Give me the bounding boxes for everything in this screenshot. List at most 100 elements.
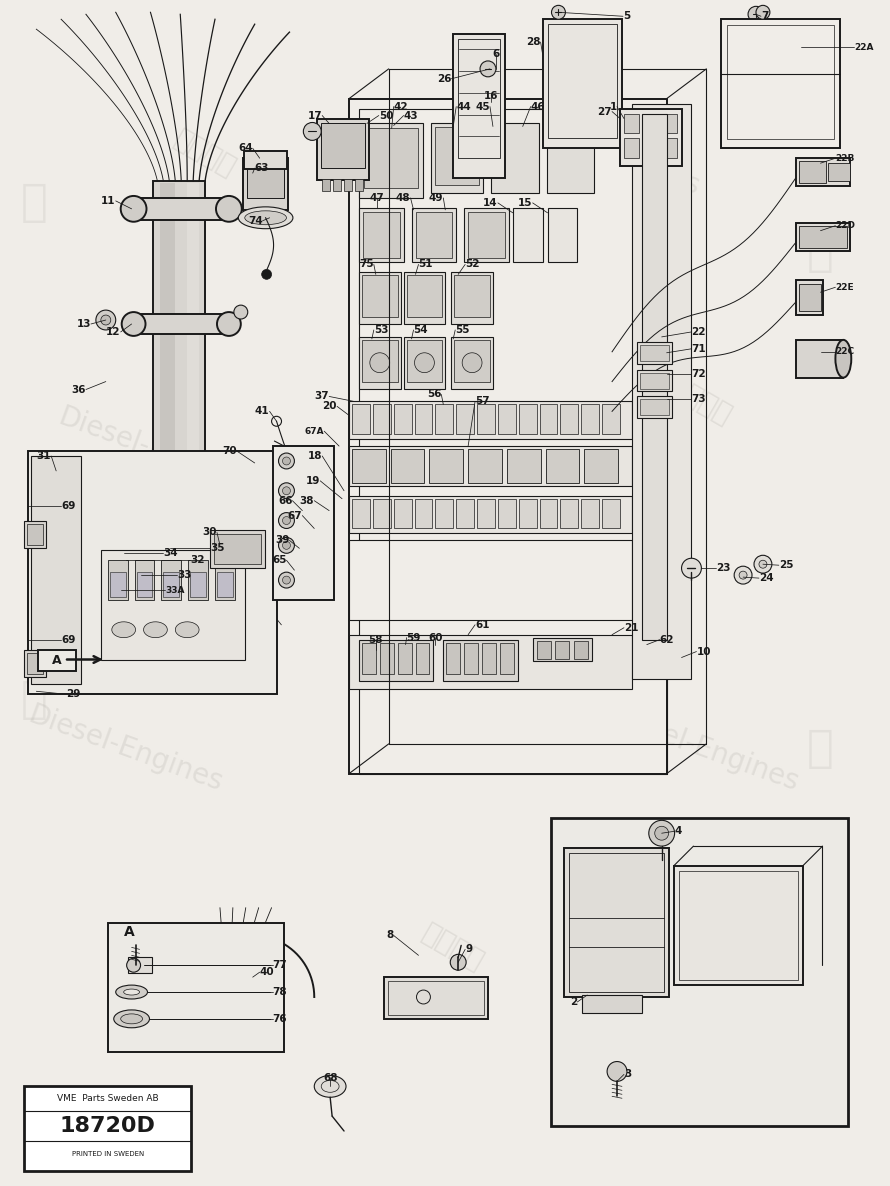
Text: 53: 53 bbox=[374, 325, 388, 334]
Text: 16: 16 bbox=[483, 90, 498, 101]
Circle shape bbox=[282, 541, 290, 549]
Bar bbox=[498, 498, 516, 529]
Bar bbox=[38, 650, 76, 671]
Bar bbox=[435, 127, 479, 185]
Bar bbox=[547, 24, 617, 139]
Bar bbox=[108, 560, 127, 600]
Text: 17: 17 bbox=[308, 110, 322, 121]
Text: PRINTED IN SWEDEN: PRINTED IN SWEDEN bbox=[72, 1150, 144, 1156]
Bar bbox=[161, 560, 182, 600]
Text: 65: 65 bbox=[272, 555, 287, 566]
Bar bbox=[352, 449, 385, 483]
Text: 13: 13 bbox=[77, 319, 91, 329]
Text: Diesel-Engines: Diesel-Engines bbox=[25, 701, 227, 797]
Bar bbox=[640, 372, 668, 389]
Text: 8: 8 bbox=[386, 931, 393, 940]
Text: 41: 41 bbox=[255, 407, 270, 416]
Text: 11: 11 bbox=[101, 196, 116, 206]
Text: 2: 2 bbox=[570, 997, 578, 1007]
Bar bbox=[798, 285, 821, 311]
Text: Diesel-Engines: Diesel-Engines bbox=[54, 403, 256, 499]
Bar bbox=[24, 650, 46, 677]
Bar bbox=[643, 114, 658, 133]
Text: 1: 1 bbox=[610, 102, 617, 111]
Bar bbox=[349, 98, 667, 773]
Text: 67: 67 bbox=[287, 511, 303, 521]
Circle shape bbox=[101, 315, 110, 325]
Bar bbox=[403, 337, 445, 389]
Bar bbox=[355, 179, 363, 191]
Text: 3: 3 bbox=[624, 1070, 631, 1079]
Bar bbox=[411, 208, 457, 262]
Bar bbox=[465, 208, 509, 262]
Text: 44: 44 bbox=[457, 102, 471, 111]
Text: 24: 24 bbox=[759, 573, 773, 584]
Bar bbox=[561, 404, 579, 434]
Bar bbox=[796, 223, 850, 250]
Text: 9: 9 bbox=[465, 944, 473, 955]
Text: 22E: 22E bbox=[836, 282, 854, 292]
Bar bbox=[637, 396, 672, 419]
Text: 50: 50 bbox=[379, 110, 393, 121]
Bar bbox=[643, 139, 658, 158]
Text: 46: 46 bbox=[530, 102, 546, 111]
Bar bbox=[164, 572, 179, 597]
Bar bbox=[603, 404, 620, 434]
Bar bbox=[384, 977, 488, 1019]
Bar bbox=[539, 404, 557, 434]
Text: 动: 动 bbox=[21, 677, 48, 721]
Bar bbox=[661, 139, 676, 158]
Circle shape bbox=[262, 269, 271, 280]
Text: 22: 22 bbox=[692, 327, 706, 337]
Text: 5: 5 bbox=[623, 12, 630, 21]
Circle shape bbox=[754, 555, 772, 573]
Circle shape bbox=[121, 196, 147, 222]
Bar bbox=[398, 643, 411, 675]
Bar bbox=[31, 455, 81, 684]
Text: 77: 77 bbox=[272, 961, 287, 970]
Bar bbox=[500, 643, 514, 675]
Text: 36: 36 bbox=[71, 384, 86, 395]
Text: 66: 66 bbox=[278, 496, 293, 505]
Circle shape bbox=[279, 453, 295, 468]
Bar bbox=[24, 521, 46, 548]
Bar bbox=[547, 208, 578, 262]
Bar bbox=[519, 404, 537, 434]
Text: 68: 68 bbox=[323, 1073, 337, 1083]
Circle shape bbox=[552, 6, 565, 19]
Bar bbox=[333, 179, 341, 191]
Bar bbox=[359, 273, 400, 324]
Bar bbox=[661, 114, 676, 133]
Circle shape bbox=[282, 486, 290, 495]
Text: 15: 15 bbox=[518, 198, 532, 208]
Text: VME  Parts Sweden AB: VME Parts Sweden AB bbox=[57, 1093, 158, 1103]
Text: 动: 动 bbox=[807, 727, 834, 771]
Text: 72: 72 bbox=[692, 369, 706, 378]
Ellipse shape bbox=[245, 211, 287, 224]
Bar bbox=[215, 560, 235, 600]
Circle shape bbox=[282, 457, 290, 465]
Circle shape bbox=[279, 512, 295, 529]
Bar bbox=[388, 981, 484, 1015]
Bar bbox=[624, 139, 639, 158]
Circle shape bbox=[607, 1061, 627, 1082]
Bar bbox=[407, 340, 442, 382]
Bar bbox=[546, 123, 595, 193]
Text: 62: 62 bbox=[659, 635, 675, 645]
Circle shape bbox=[649, 821, 675, 846]
Bar bbox=[349, 541, 632, 620]
Bar bbox=[564, 848, 668, 997]
Bar bbox=[416, 643, 429, 675]
Ellipse shape bbox=[124, 989, 140, 995]
Text: 22C: 22C bbox=[836, 347, 854, 356]
Text: 7: 7 bbox=[761, 12, 768, 21]
Text: 69: 69 bbox=[61, 635, 76, 645]
Bar bbox=[582, 995, 642, 1013]
Text: 45: 45 bbox=[475, 102, 490, 111]
Text: 55: 55 bbox=[455, 325, 470, 334]
Bar bbox=[532, 638, 592, 662]
Text: 22A: 22A bbox=[854, 43, 874, 51]
Ellipse shape bbox=[314, 1076, 346, 1097]
Bar bbox=[581, 404, 599, 434]
Text: 14: 14 bbox=[483, 198, 498, 208]
